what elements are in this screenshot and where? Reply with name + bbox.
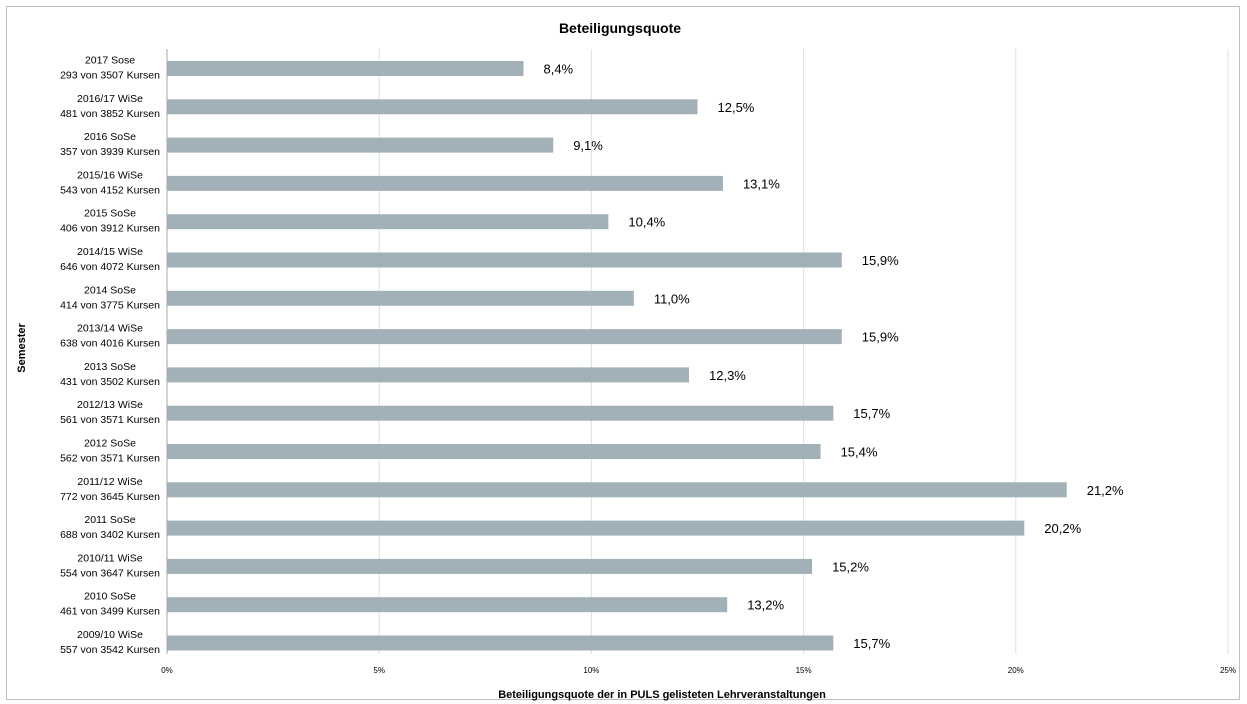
data-label: 15,7% [853,636,890,651]
bar [167,175,723,191]
data-label: 15,9% [862,330,899,345]
category-label-courses: 461 von 3499 Kursen [60,606,160,618]
category-label-courses: 481 von 3852 Kursen [60,108,160,120]
category-label-semester: 2009/10 WiSe [77,629,143,641]
category-label-semester: 2012 SoSe [84,438,136,450]
x-tick-label: 25% [1220,666,1236,675]
category-labels: 2017 Sose 293 von 3507 Kursen 2016/17 WiSe… [60,55,160,657]
category-label-semester: 2016/17 WiSe [77,93,143,105]
data-label: 10,4% [628,215,665,230]
category-label-courses: 431 von 3502 Kursen [60,376,160,388]
category-label-semester: 2012/13 WiSe [77,399,143,411]
data-label: 15,4% [841,445,878,460]
x-axis-title: Beteiligungsquote der in PULS gelisteten… [498,689,826,701]
x-tick-label: 20% [1008,666,1024,675]
category-label-courses: 646 von 4072 Kursen [60,261,160,273]
bar [167,558,813,574]
category-label-semester: 2014/15 WiSe [77,246,143,258]
x-tick-label: 15% [796,666,812,675]
bar [167,444,821,459]
category-label-semester: 2010 SoSe [84,591,136,603]
x-tick-label: 5% [373,666,385,675]
bar [167,329,842,345]
data-label: 15,7% [853,406,890,421]
category-label-courses: 772 von 3645 Kursen [60,491,160,503]
bars: 8,4% 12,5% 9,1% 13,1% 10,4% 15,9% 11,0% 15,9% 12… [167,61,1124,651]
bar [167,520,1025,536]
category-label-semester: 2013 SoSe [84,361,136,373]
chart-frame [6,6,1240,700]
data-label: 13,2% [747,598,784,613]
chart-title: Beteiligungsquote [559,20,681,36]
data-label: 12,5% [718,100,755,115]
data-label: 8,4% [543,62,573,77]
bar [167,597,728,613]
category-label-courses: 557 von 3542 Kursen [60,644,160,656]
data-label: 15,9% [862,253,899,268]
category-label-courses: 638 von 4016 Kursen [60,338,160,350]
bar [167,482,1067,498]
data-label: 12,3% [709,368,746,383]
category-label-courses: 561 von 3571 Kursen [60,414,160,426]
category-label-semester: 2011 SoSe [84,514,135,526]
bar [167,137,554,153]
x-axis-ticks: 0% 5% 10% 15% 20% 25% [161,666,1236,675]
bar [167,61,524,76]
bar [167,405,834,421]
category-label-courses: 688 von 3402 Kursen [60,529,160,541]
x-tick-label: 0% [161,666,173,675]
category-label-courses: 414 von 3775 Kursen [60,299,160,311]
category-label-semester: 2017 Sose [85,55,135,67]
category-label-semester: 2010/11 WiSe [77,552,142,564]
bar [167,290,634,306]
data-label: 21,2% [1087,483,1124,498]
category-label-semester: 2011/12 WiSe [77,476,142,488]
category-label-semester: 2015/16 WiSe [77,169,143,181]
category-label-semester: 2016 SoSe [84,131,136,143]
category-label-courses: 293 von 3507 Kursen [60,70,160,82]
bar [167,635,834,651]
data-label: 11,0% [654,291,690,306]
category-label-semester: 2014 SoSe [84,284,136,296]
bar [167,214,609,230]
category-label-courses: 406 von 3912 Kursen [60,223,160,235]
data-label: 13,1% [743,176,780,191]
data-label: 20,2% [1044,521,1081,536]
bar [167,99,698,115]
category-label-courses: 357 von 3939 Kursen [60,146,160,158]
bar [167,252,842,268]
bar [167,367,690,383]
y-axis-title: Semester [16,323,28,373]
data-label: 9,1% [573,138,603,153]
category-label-semester: 2015 SoSe [84,208,136,220]
category-label-courses: 543 von 4152 Kursen [60,184,160,196]
category-label-semester: 2013/14 WiSe [77,323,143,335]
data-label: 15,2% [832,559,869,574]
category-label-courses: 554 von 3647 Kursen [60,567,160,579]
category-label-courses: 562 von 3571 Kursen [60,453,160,465]
x-tick-label: 10% [583,666,599,675]
